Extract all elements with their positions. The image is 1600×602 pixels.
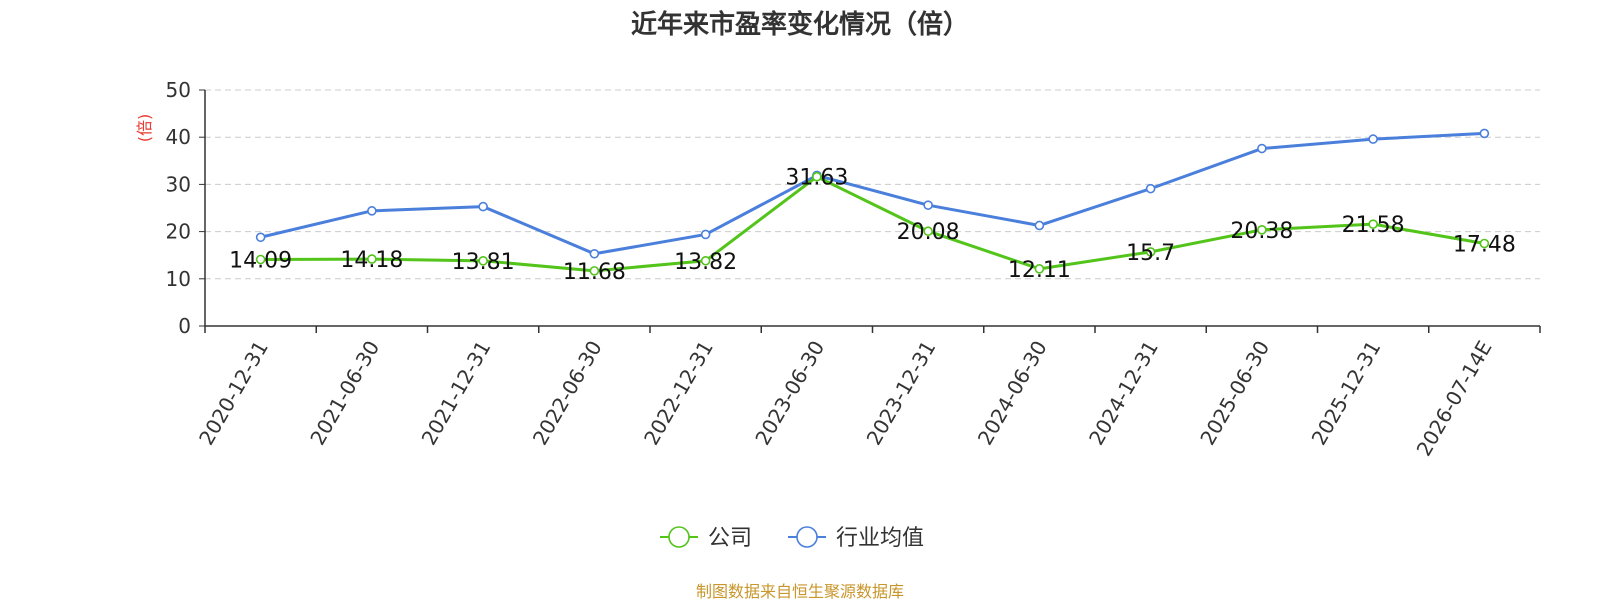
data-label-7: 12.11 (1008, 258, 1071, 283)
legend[interactable]: 公司 行业均值 (660, 526, 924, 551)
x-tick-label-2021-12-31: 2021-12-31 (417, 337, 496, 450)
data-label-2: 13.81 (452, 250, 515, 275)
legend-item-company-marker (668, 526, 690, 548)
source-note: 制图数据来自恒生聚源数据库 (695, 582, 904, 601)
data-label-6: 20.08 (897, 220, 960, 245)
series-1-point-7[interactable] (1034, 220, 1045, 231)
data-label-1: 14.18 (340, 248, 403, 273)
series-0-point-3[interactable] (589, 266, 600, 276)
series-0-point-1[interactable] (367, 254, 377, 264)
series-1-point-11[interactable] (1479, 128, 1490, 139)
x-tick-label-2025-06-30: 2025-06-30 (1195, 337, 1274, 450)
series-0-point-5[interactable] (812, 171, 822, 182)
x-tick-label-2023-06-30: 2023-06-30 (750, 337, 829, 450)
y-axis-label: (倍) (135, 114, 154, 143)
legend-item-industry-label: 行业均值 (836, 526, 924, 551)
series-1-point-1[interactable] (367, 206, 377, 216)
legend-item-industry-marker (796, 526, 818, 548)
chart-title: 近年来市盈率变化情况（倍） (630, 10, 969, 40)
series-0-point-9[interactable] (1257, 225, 1267, 235)
grid-layer (205, 89, 1540, 280)
data-label-8: 15.7 (1126, 241, 1175, 266)
x-tick-label-2022-12-31: 2022-12-31 (639, 337, 718, 450)
series-layer (255, 128, 1490, 276)
data-label-10: 21.58 (1342, 213, 1405, 238)
data-label-11: 17.48 (1453, 232, 1516, 257)
data-label-layer: 14.09 14.18 13.81 11.68 13.82 31.63 20.08 12.11… (229, 166, 1516, 285)
legend-item-company-label: 公司 (708, 526, 752, 551)
y-tick-label-40: 40 (166, 125, 191, 149)
data-label-9: 20.38 (1230, 219, 1293, 244)
series-1-point-10[interactable] (1368, 134, 1378, 144)
y-tick-label-50: 50 (166, 78, 191, 102)
x-tick-label-2021-06-30: 2021-06-30 (305, 337, 384, 450)
series-1-point-4[interactable] (700, 229, 711, 240)
x-tick-label-2023-12-31: 2023-12-31 (862, 337, 941, 450)
x-tick-label-2024-12-31: 2024-12-31 (1084, 337, 1163, 450)
series-0-point-10[interactable] (1368, 219, 1378, 229)
series-0-point-6[interactable] (923, 226, 933, 237)
series-0-point-7[interactable] (1034, 264, 1045, 274)
x-tick-label-2022-06-30: 2022-06-30 (528, 337, 607, 450)
x-tick-label-2020-12-31: 2020-12-31 (194, 337, 273, 450)
x-tick-label-2026-07-14E: 2026-07-14E (1411, 337, 1496, 461)
x-tick-label-2024-06-30: 2024-06-30 (973, 337, 1052, 450)
data-label-3: 11.68 (563, 260, 626, 285)
y-tick-label-30: 30 (166, 172, 191, 196)
y-tick-label-10: 10 (166, 267, 191, 291)
series-0-point-4[interactable] (700, 255, 711, 266)
y-tick-label-0: 0 (178, 314, 191, 338)
data-label-0: 14.09 (229, 248, 292, 273)
series-1-point-6[interactable] (923, 200, 933, 210)
series-line-1 (260, 131, 1485, 256)
y-tick-label-20: 20 (166, 220, 191, 244)
series-1-point-2[interactable] (478, 201, 488, 212)
series-1-point-0[interactable] (255, 232, 266, 243)
series-0-point-2[interactable] (478, 256, 488, 266)
series-0-point-11[interactable] (1479, 238, 1490, 249)
series-1-point-3[interactable] (589, 248, 600, 259)
series-0-point-8[interactable] (1145, 247, 1156, 257)
series-1-point-8[interactable] (1145, 183, 1156, 194)
series-line-0 (260, 175, 1485, 273)
data-label-5: 31.63 (785, 166, 848, 191)
x-tick-label-2025-12-31: 2025-12-31 (1307, 337, 1386, 450)
series-0-point-0[interactable] (255, 254, 266, 265)
series-1-point-9[interactable] (1257, 143, 1267, 154)
legend-item-company[interactable]: 公司 (660, 526, 752, 551)
legend-item-industry[interactable]: 行业均值 (788, 526, 924, 551)
data-label-4: 13.82 (674, 250, 737, 275)
